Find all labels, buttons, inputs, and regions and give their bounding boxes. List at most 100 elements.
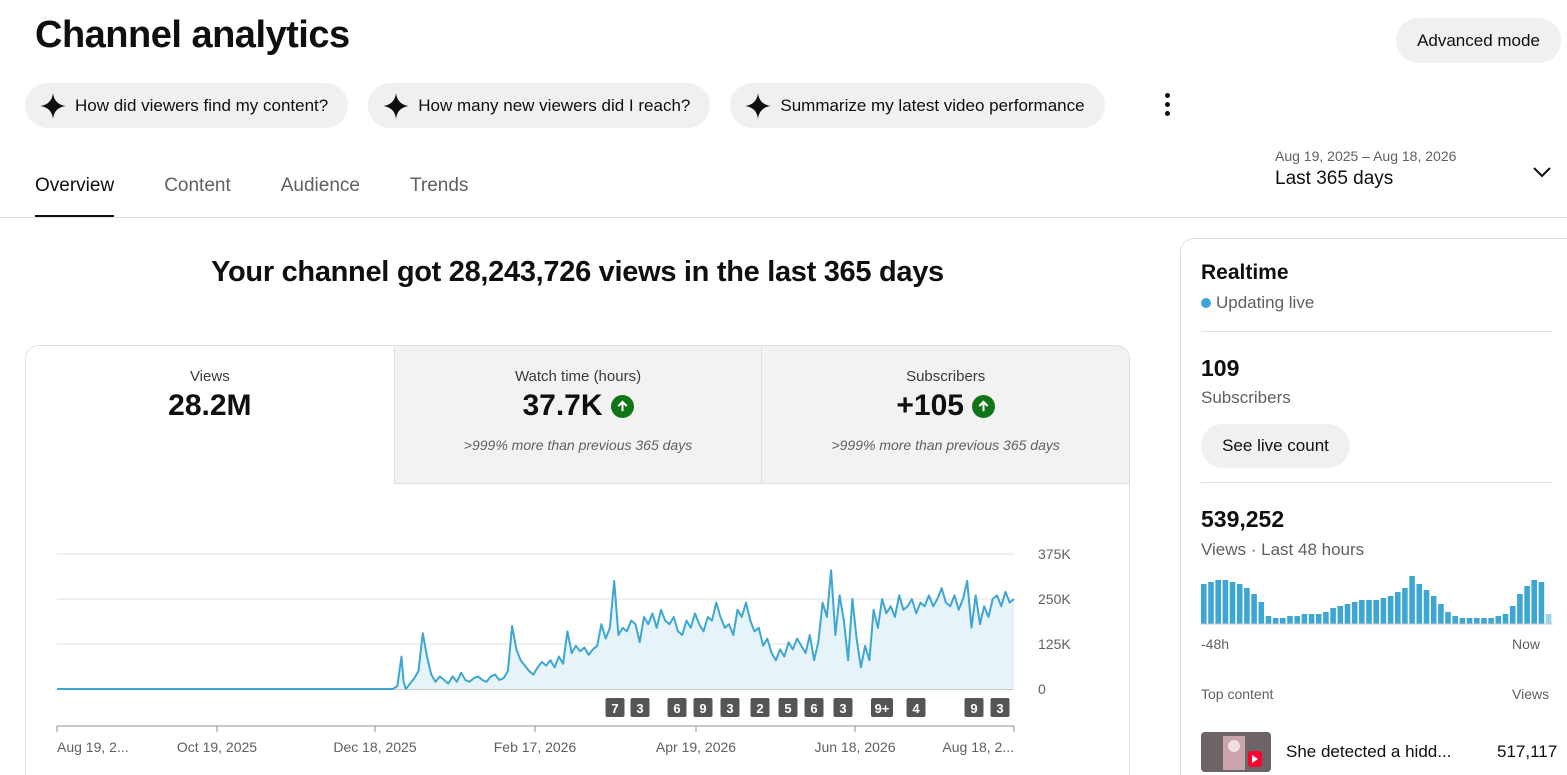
realtime-bar (1502, 614, 1509, 624)
metric-views[interactable]: Views 28.2M (26, 346, 394, 484)
realtime-bar (1452, 616, 1458, 624)
top-content-title[interactable]: She detected a hidd... (1286, 742, 1452, 761)
realtime-subscribers-label: Subscribers (1201, 388, 1291, 407)
realtime-bar (1222, 580, 1229, 624)
realtime-title: Realtime (1201, 261, 1289, 284)
realtime-bar (1308, 614, 1315, 624)
tab-overview[interactable]: Overview (35, 160, 115, 218)
realtime-card: Realtime Updating live 109 Subscribers S… (1180, 238, 1567, 775)
realtime-bar (1287, 616, 1293, 624)
realtime-bar (1524, 586, 1530, 624)
page-title: Channel analytics (35, 14, 350, 56)
chip-label: How did viewers find my content? (75, 95, 329, 115)
arrow-up-icon (610, 394, 634, 418)
realtime-status-text: Updating live (1216, 293, 1315, 312)
realtime-bar (1351, 602, 1358, 624)
realtime-bar (1438, 604, 1444, 624)
views-chart[interactable]: 375K 250K 125K 0 7 3 6 9 3 2 5 6 3 9+ 4 9 3 Aug 19, 2... O… (26, 484, 1130, 775)
realtime-bar (1265, 616, 1272, 624)
realtime-views-value: 539,252 (1201, 506, 1285, 532)
realtime-bar (1430, 596, 1437, 624)
realtime-bar (1380, 598, 1387, 624)
realtime-bar (1272, 618, 1279, 624)
tab-trends[interactable]: Trends (409, 175, 469, 196)
svg-text:9: 9 (699, 701, 706, 716)
realtime-bar (1531, 580, 1537, 624)
y-tick-label: 125K (1038, 636, 1071, 652)
sparkle-icon (40, 92, 66, 119)
tab-audience[interactable]: Audience (280, 175, 360, 196)
more-vert-icon[interactable] (1157, 91, 1177, 117)
event-marker[interactable]: 9 (693, 698, 713, 717)
see-live-count-button[interactable]: See live count (1201, 424, 1350, 468)
metric-value-row: 37.7K (395, 389, 762, 423)
realtime-bar (1423, 590, 1430, 624)
realtime-bar (1373, 600, 1379, 624)
live-dot-icon (1201, 298, 1211, 308)
realtime-bar (1359, 600, 1365, 624)
realtime-bar-chart[interactable] (1201, 574, 1553, 626)
x-tick-label: Aug 18, 2... (942, 739, 1014, 755)
date-range-picker[interactable]: Aug 19, 2025 – Aug 18, 2026 Last 365 day… (1275, 148, 1456, 190)
chevron-down-icon[interactable] (1532, 164, 1552, 180)
views-column-label: Views (1512, 686, 1550, 702)
event-marker[interactable]: 9+ (871, 698, 893, 717)
views-line (57, 569, 1015, 690)
top-content-views: 517,117 (1497, 742, 1558, 761)
chip-new-viewers[interactable]: How many new viewers did I reach? (368, 83, 711, 128)
tab-content[interactable]: Content (164, 175, 231, 196)
realtime-views-label: Views · Last 48 hours (1201, 540, 1365, 559)
date-range-label: Last 365 days (1275, 168, 1394, 189)
realtime-axis-end: Now (1512, 636, 1541, 652)
views-headline: Your channel got 28,243,726 views in the… (211, 256, 944, 288)
event-marker[interactable]: 3 (833, 698, 853, 717)
event-marker[interactable]: 4 (906, 698, 926, 717)
svg-text:5: 5 (784, 701, 791, 716)
chip-summarize-latest[interactable]: Summarize my latest video performance (730, 83, 1105, 128)
event-marker[interactable]: 3 (990, 698, 1010, 717)
realtime-bar (1545, 614, 1552, 624)
realtime-bar (1215, 580, 1221, 624)
event-marker[interactable]: 6 (667, 698, 687, 717)
realtime-bar (1459, 618, 1466, 624)
metric-label: Watch time (hours) (514, 368, 642, 385)
event-marker[interactable]: 3 (630, 698, 650, 717)
x-tick-label: Dec 18, 2025 (333, 739, 416, 755)
realtime-bar (1323, 612, 1329, 624)
realtime-bar (1402, 588, 1408, 624)
date-range-dates: Aug 19, 2025 – Aug 18, 2026 (1275, 148, 1457, 164)
chip-viewers-find-content[interactable]: How did viewers find my content? (25, 83, 349, 128)
event-marker[interactable]: 9 (964, 698, 984, 717)
chip-label: How many new viewers did I reach? (418, 95, 691, 115)
event-marker[interactable]: 2 (750, 698, 770, 717)
realtime-bar (1538, 582, 1545, 624)
svg-text:7: 7 (611, 701, 618, 716)
advanced-mode-button[interactable]: Advanced mode (1396, 18, 1561, 63)
svg-text:9+: 9+ (875, 701, 890, 716)
svg-text:3: 3 (726, 701, 733, 716)
event-marker[interactable]: 5 (778, 698, 798, 717)
metric-watch-time[interactable]: Watch time (hours) 37.7K >999% more than… (393, 346, 762, 484)
realtime-bar (1330, 608, 1336, 624)
event-marker[interactable]: 7 (605, 698, 625, 717)
realtime-bar (1517, 594, 1523, 624)
metric-value: 28.2M (168, 389, 252, 422)
svg-text:3: 3 (996, 701, 1003, 716)
realtime-bar (1208, 582, 1214, 624)
event-marker[interactable]: 3 (720, 698, 740, 717)
video-thumbnail-icon[interactable] (1201, 732, 1271, 772)
tabs-divider (0, 217, 1567, 218)
svg-text:6: 6 (810, 701, 817, 716)
x-tick-label: Apr 19, 2026 (656, 739, 736, 755)
event-marker[interactable]: 6 (804, 698, 824, 717)
realtime-bar (1337, 606, 1344, 624)
realtime-bar (1258, 602, 1265, 624)
y-tick-label: 375K (1038, 546, 1071, 562)
metric-value: 37.7K (522, 389, 603, 422)
realtime-bar (1387, 596, 1394, 624)
metric-subscribers[interactable]: Subscribers +105 >999% more than previou… (761, 346, 1129, 484)
overview-card: Views 28.2M Watch time (hours) 37.7K >99… (25, 345, 1130, 775)
svg-text:3: 3 (839, 701, 846, 716)
svg-text:4: 4 (912, 701, 920, 716)
realtime-bar (1445, 612, 1451, 624)
